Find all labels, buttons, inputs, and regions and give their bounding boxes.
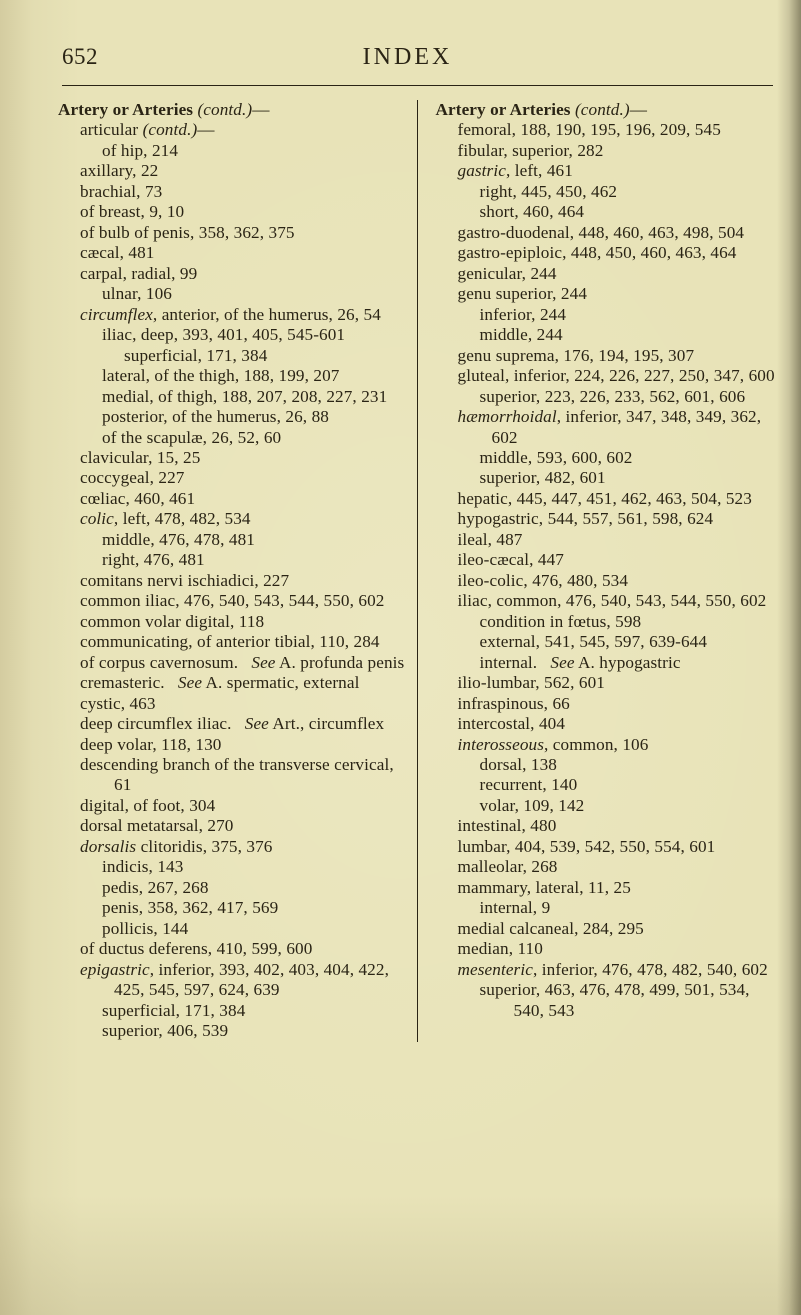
index-entry: deep volar, 118, 130	[80, 735, 407, 755]
index-entry: epigastric, inferior, 393, 402, 403, 404…	[80, 960, 407, 1001]
index-entry: internal, 9	[480, 898, 778, 918]
index-entry: short, 460, 464	[480, 202, 778, 222]
index-entry: middle, 476, 478, 481	[102, 530, 407, 550]
index-entry: right, 476, 481	[102, 550, 407, 570]
index-entry: coccygeal, 227	[80, 468, 407, 488]
index-entry: gluteal, inferior, 224, 226, 227, 250, 3…	[458, 366, 778, 386]
index-entry: of corpus cavernosum. See A. profunda pe…	[80, 653, 407, 673]
index-entry: of the scapulæ, 26, 52, 60	[102, 428, 407, 448]
index-entry: hypogastric, 544, 557, 561, 598, 624	[458, 509, 778, 529]
index-entry: ulnar, 106	[102, 284, 407, 304]
index-entry: iliac, deep, 393, 401, 405, 545-601	[102, 325, 407, 345]
index-entry: superficial, 171, 384	[102, 1001, 407, 1021]
index-entry: dorsalis clitoridis, 375, 376	[80, 837, 407, 857]
index-entry: pedis, 267, 268	[102, 878, 407, 898]
index-entry: volar, 109, 142	[480, 796, 778, 816]
index-entry: dorsal, 138	[480, 755, 778, 775]
index-entry: pollicis, 144	[102, 919, 407, 939]
index-column-right: Artery or Arteries (contd.)—femoral, 188…	[418, 100, 778, 1042]
index-entry: gastro-duodenal, 448, 460, 463, 498, 504	[458, 223, 778, 243]
index-entry: cremasteric. See A. spermatic, external	[80, 673, 407, 693]
page-header: 652 INDEX	[58, 44, 777, 71]
index-entry: intestinal, 480	[458, 816, 778, 836]
index-entry: posterior, of the humerus, 26, 88	[102, 407, 407, 427]
index-entry: cœliac, 460, 461	[80, 489, 407, 509]
index-entry: medial, of thigh, 188, 207, 208, 227, 23…	[102, 387, 407, 407]
index-entry: penis, 358, 362, 417, 569	[102, 898, 407, 918]
index-entry: Artery or Arteries (contd.)—	[436, 100, 778, 120]
index-entry: brachial, 73	[80, 182, 407, 202]
index-entry: lumbar, 404, 539, 542, 550, 554, 601	[458, 837, 778, 857]
page-shade	[0, 1195, 801, 1315]
index-entry: recurrent, 140	[480, 775, 778, 795]
index-entry: comitans nervi ischiadici, 227	[80, 571, 407, 591]
index-entry: external, 541, 545, 597, 639-644	[480, 632, 778, 652]
index-entry: carpal, radial, 99	[80, 264, 407, 284]
header-rule	[62, 85, 773, 86]
page-number: 652	[62, 44, 98, 70]
index-entry: ileal, 487	[458, 530, 778, 550]
index-entry: intercostal, 404	[458, 714, 778, 734]
index-entry: common volar digital, 118	[80, 612, 407, 632]
index-entry: clavicular, 15, 25	[80, 448, 407, 468]
index-entry: articular (contd.)—	[80, 120, 407, 140]
index-entry: fibular, superior, 282	[458, 141, 778, 161]
index-entry: mesenteric, inferior, 476, 478, 482, 540…	[458, 960, 778, 980]
index-entry: deep circumflex iliac. See Art., circumf…	[80, 714, 407, 734]
index-entry: genicular, 244	[458, 264, 778, 284]
index-entry: superior, 223, 226, 233, 562, 601, 606	[480, 387, 778, 407]
index-entry: superficial, 171, 384	[124, 346, 407, 366]
index-entry: Artery or Arteries (contd.)—	[58, 100, 407, 120]
index-entry: femoral, 188, 190, 195, 196, 209, 545	[458, 120, 778, 140]
index-entry: of ductus deferens, 410, 599, 600	[80, 939, 407, 959]
index-entry: gastric, left, 461	[458, 161, 778, 181]
index-entry: axillary, 22	[80, 161, 407, 181]
index-entry: indicis, 143	[102, 857, 407, 877]
index-entry: genu suprema, 176, 194, 195, 307	[458, 346, 778, 366]
index-entry: iliac, common, 476, 540, 543, 544, 550, …	[458, 591, 778, 611]
index-entry: of hip, 214	[102, 141, 407, 161]
index-entry: hæmorrhoidal, inferior, 347, 348, 349, 3…	[458, 407, 778, 448]
index-entry: hepatic, 445, 447, 451, 462, 463, 504, 5…	[458, 489, 778, 509]
index-entry: ilio-lumbar, 562, 601	[458, 673, 778, 693]
index-entry: of breast, 9, 10	[80, 202, 407, 222]
index-entry: common iliac, 476, 540, 543, 544, 550, 6…	[80, 591, 407, 611]
index-entry: middle, 593, 600, 602	[480, 448, 778, 468]
index-entry: communicating, of anterior tibial, 110, …	[80, 632, 407, 652]
page: 652 INDEX Artery or Arteries (contd.)—ar…	[0, 0, 801, 1315]
index-entry: dorsal metatarsal, 270	[80, 816, 407, 836]
index-entry: cæcal, 481	[80, 243, 407, 263]
index-entry: digital, of foot, 304	[80, 796, 407, 816]
index-entry: ileo-cæcal, 447	[458, 550, 778, 570]
index-entry: medial calcaneal, 284, 295	[458, 919, 778, 939]
index-entry: gastro-epiploic, 448, 450, 460, 463, 464	[458, 243, 778, 263]
index-entry: malleolar, 268	[458, 857, 778, 877]
index-entry: genu superior, 244	[458, 284, 778, 304]
index-entry: colic, left, 478, 482, 534	[80, 509, 407, 529]
index-entry: of bulb of penis, 358, 362, 375	[80, 223, 407, 243]
index-entry: right, 445, 450, 462	[480, 182, 778, 202]
index-entry: ileo-colic, 476, 480, 534	[458, 571, 778, 591]
index-entry: mammary, lateral, 11, 25	[458, 878, 778, 898]
index-entry: condition in fœtus, 598	[480, 612, 778, 632]
index-entry: median, 110	[458, 939, 778, 959]
index-entry: infraspinous, 66	[458, 694, 778, 714]
index-entry: interosseous, common, 106	[458, 735, 778, 755]
index-entry: superior, 463, 476, 478, 499, 501, 534, …	[480, 980, 778, 1021]
index-entry: internal. See A. hypogastric	[480, 653, 778, 673]
index-entry: superior, 406, 539	[102, 1021, 407, 1041]
index-column-left: Artery or Arteries (contd.)—articular (c…	[58, 100, 418, 1042]
index-entry: superior, 482, 601	[480, 468, 778, 488]
header-title: INDEX	[98, 44, 769, 71]
index-entry: middle, 244	[480, 325, 778, 345]
index-entry: circumflex, anterior, of the humerus, 26…	[80, 305, 407, 325]
index-entry: inferior, 244	[480, 305, 778, 325]
index-entry: descending branch of the transverse cerv…	[80, 755, 407, 796]
index-entry: cystic, 463	[80, 694, 407, 714]
index-entry: lateral, of the thigh, 188, 199, 207	[102, 366, 407, 386]
index-columns: Artery or Arteries (contd.)—articular (c…	[58, 100, 777, 1042]
